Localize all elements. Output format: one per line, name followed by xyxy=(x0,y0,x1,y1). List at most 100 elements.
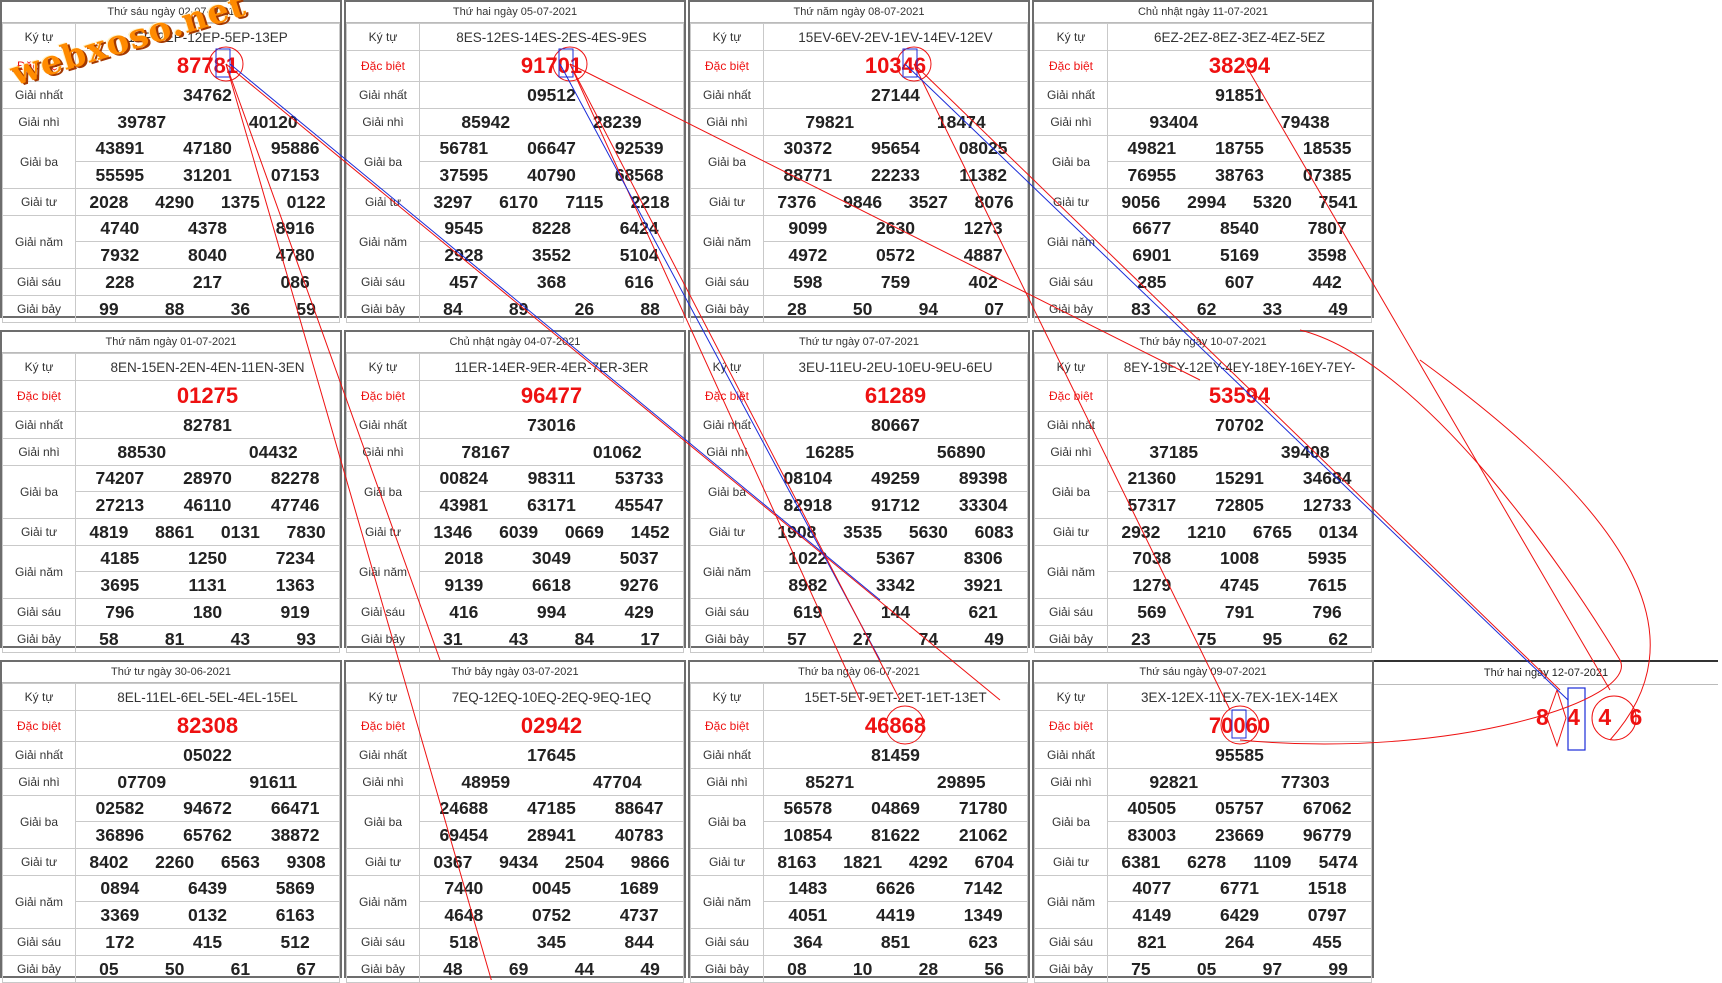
label-giai-ba: Giải ba xyxy=(2,795,76,849)
first-prize: 70702 xyxy=(1107,411,1372,439)
prize-number: 62 xyxy=(1328,628,1348,649)
prize-number: 4077 xyxy=(1108,876,1196,902)
prize-number: 7541 xyxy=(1318,191,1358,212)
label-giai-nhi: Giải nhì xyxy=(346,768,420,796)
prize-number: 9056 xyxy=(1121,191,1161,212)
prize-number: 217 xyxy=(192,271,223,292)
prize-number: 4051 xyxy=(788,904,828,925)
prize-number: 2260 xyxy=(155,851,195,872)
prize-number: 6381 xyxy=(1121,851,1161,872)
prize-number: 53733 xyxy=(595,466,683,492)
prize-number: 1131 xyxy=(188,574,227,595)
prize-number: 6563 xyxy=(220,851,260,872)
ticket-date: Chủ nhật ngày 11-07-2021 xyxy=(1034,2,1372,23)
label-giai-nam: Giải năm xyxy=(346,545,420,599)
prize-number: 9434 xyxy=(499,851,539,872)
label-giai-nhat: Giải nhất xyxy=(346,81,420,109)
prize-number: 2028 xyxy=(89,191,129,212)
prize-number: 1375 xyxy=(220,191,260,212)
label-giai-nam: Giải năm xyxy=(346,875,420,929)
prize-number: 4292 xyxy=(908,851,948,872)
prize-number: 0367 xyxy=(433,851,473,872)
label-giai-tu: Giải tư xyxy=(346,518,420,546)
prize-number: 5474 xyxy=(1318,851,1358,872)
label-giai-ba: Giải ba xyxy=(690,465,764,519)
prize-number: 2630 xyxy=(851,216,940,242)
prize-number: 45547 xyxy=(614,494,664,515)
prize-number: 0669 xyxy=(564,521,604,542)
prize-number: 3598 xyxy=(1307,244,1347,265)
first-prize: 05022 xyxy=(75,741,340,769)
label-giai-nam: Giải năm xyxy=(690,215,764,269)
prize-number: 6771 xyxy=(1195,876,1284,902)
result-ticket: Chủ nhật ngày 04-07-2021 Ký tự 11ER-14ER-… xyxy=(344,330,686,653)
prize-number: 4887 xyxy=(963,244,1003,265)
symbols: 15EV-6EV-2EV-1EV-14EV-12EV xyxy=(763,23,1028,51)
prize-number: 72805 xyxy=(1215,494,1264,515)
prize-number: 94672 xyxy=(163,796,252,822)
prize-number: 99 xyxy=(99,298,119,319)
prize-number: 5367 xyxy=(851,546,940,572)
prize-number: 07153 xyxy=(270,164,320,185)
label-giai-nhat: Giải nhất xyxy=(346,411,420,439)
prize-number: 27 xyxy=(852,628,873,649)
prize-number: 08 xyxy=(787,958,807,979)
label-giai-nam: Giải năm xyxy=(2,875,76,929)
ticket-date: Thứ tư ngày 07-07-2021 xyxy=(690,332,1028,353)
prize-number: 56 xyxy=(984,958,1004,979)
prize-number: 91712 xyxy=(871,494,920,515)
prize-number: 0132 xyxy=(188,904,227,925)
symbols: 8EY-19EY-12EY-4EY-18EY-16EY-7EY- xyxy=(1107,353,1372,381)
prize-number: 95 xyxy=(1262,628,1283,649)
prize-number: 180 xyxy=(192,601,223,622)
label-giai-nam: Giải năm xyxy=(1034,545,1108,599)
prize-number: 6704 xyxy=(974,851,1014,872)
prize-number: 92821 xyxy=(1149,771,1199,792)
label-dac-biet: Đặc biệt xyxy=(346,380,420,412)
prize-number: 56578 xyxy=(764,796,852,822)
label-ky-tu: Ký tự xyxy=(1034,683,1108,711)
special-prize: 96477 xyxy=(419,380,684,412)
prize-number: 8861 xyxy=(155,521,195,542)
label-ky-tu: Ký tự xyxy=(690,353,764,381)
symbols: 3EX-12EX-11EX-7EX-1EX-14EX xyxy=(1107,683,1372,711)
prize-number: 3369 xyxy=(100,904,140,925)
prize-number: 821 xyxy=(1137,931,1167,952)
label-giai-nhat: Giải nhất xyxy=(346,741,420,769)
special-prize: 01275 xyxy=(75,380,340,412)
prize-number: 8163 xyxy=(777,851,817,872)
prize-number: 61 xyxy=(230,958,251,979)
prize-number: 67 xyxy=(296,958,316,979)
label-giai-nam: Giải năm xyxy=(690,545,764,599)
prize-number: 172 xyxy=(105,931,135,952)
prize-number: 27213 xyxy=(95,494,145,515)
symbols: 15ET-5ET-9ET-2ET-1ET-13ET xyxy=(763,683,1028,711)
prize-number: 18535 xyxy=(1283,136,1371,162)
prize-number: 7115 xyxy=(565,191,604,212)
prize-number: 31 xyxy=(443,628,463,649)
label-giai-bay: Giải bảy xyxy=(1034,955,1108,983)
special-prize: 91701 xyxy=(419,50,684,82)
result-ticket: Chủ nhật ngày 11-07-2021 Ký tự 6EZ-2EZ-8E… xyxy=(1032,0,1374,323)
prize-number: 48 xyxy=(443,958,463,979)
prize-number: 7376 xyxy=(777,191,817,212)
prize-number: 1452 xyxy=(630,521,670,542)
label-giai-nhi: Giải nhì xyxy=(690,768,764,796)
prize-number: 06647 xyxy=(507,136,596,162)
prize-number: 607 xyxy=(1224,271,1255,292)
ticket-date: Thứ sáu ngày 09-07-2021 xyxy=(1034,662,1372,683)
ticket-date: Thứ bảy ngày 03-07-2021 xyxy=(346,662,684,683)
label-dac-biet: Đặc biệt xyxy=(690,50,764,82)
prize-number: 6626 xyxy=(851,876,940,902)
special-prize: 38294 xyxy=(1107,50,1372,82)
prize-number: 38872 xyxy=(270,824,320,845)
label-giai-bay: Giải bảy xyxy=(690,955,764,983)
label-ky-tu: Ký tự xyxy=(346,23,420,51)
symbols: 8EL-11EL-6EL-5EL-4EL-15EL xyxy=(75,683,340,711)
prize-number: 29895 xyxy=(936,771,986,792)
prize-number: 1346 xyxy=(433,521,473,542)
label-giai-nhat: Giải nhất xyxy=(2,411,76,439)
label-giai-nhat: Giải nhất xyxy=(1034,81,1108,109)
prize-number: 3297 xyxy=(433,191,473,212)
prize-number: 844 xyxy=(624,931,654,952)
